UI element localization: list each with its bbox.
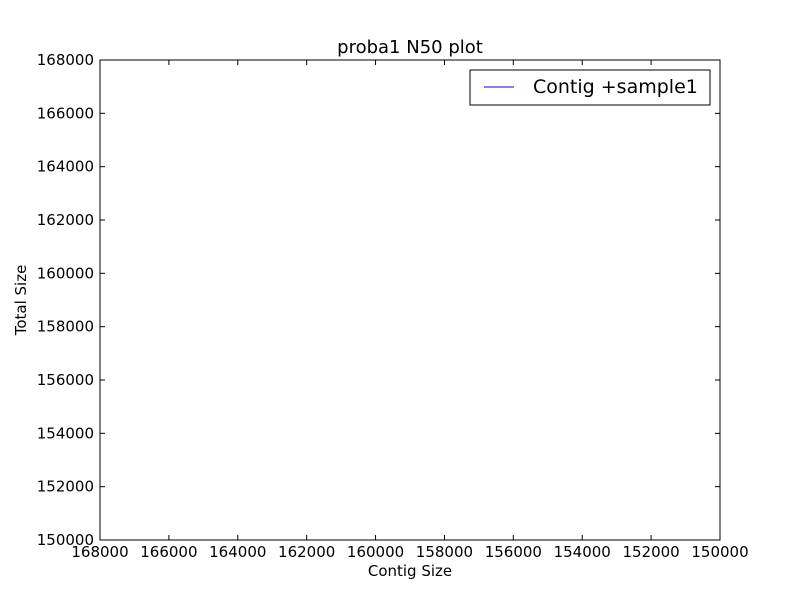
y-tick-label: 168000 xyxy=(37,51,94,69)
x-tick-label: 160000 xyxy=(347,543,404,561)
y-axis-title: Total Size xyxy=(12,265,30,337)
x-tick-label: 150000 xyxy=(691,543,748,561)
y-tick-label: 150000 xyxy=(37,531,94,549)
x-tick-label: 166000 xyxy=(140,543,197,561)
y-tick-label: 156000 xyxy=(37,371,94,389)
y-tick-label: 164000 xyxy=(37,158,94,176)
plot-area xyxy=(99,59,721,541)
x-tick-label: 156000 xyxy=(485,543,542,561)
x-tick-label: 168000 xyxy=(71,543,128,561)
legend-entry-label: Contig +sample1 xyxy=(533,76,698,98)
x-tick-label: 162000 xyxy=(278,543,335,561)
chart-title: proba1 N50 plot xyxy=(337,37,483,58)
y-tick-label: 158000 xyxy=(37,318,94,336)
y-tick-label: 152000 xyxy=(37,478,94,496)
legend: Contig +sample1 xyxy=(469,69,711,106)
x-tick-label: 154000 xyxy=(554,543,611,561)
x-tick-label: 164000 xyxy=(209,543,266,561)
x-axis-title: Contig Size xyxy=(368,562,452,580)
y-tick-label: 162000 xyxy=(37,211,94,229)
y-axis: 150000 152000 154000 156000 158000 160000 1620… xyxy=(37,51,720,549)
y-tick-label: 166000 xyxy=(37,104,94,122)
x-axis: 168000 166000 164000 162000 160000 158000 1560… xyxy=(71,60,749,561)
y-tick-label: 154000 xyxy=(37,424,94,442)
x-tick-label: 152000 xyxy=(622,543,679,561)
y-tick-label: 160000 xyxy=(37,264,94,282)
x-tick-label: 158000 xyxy=(416,543,473,561)
